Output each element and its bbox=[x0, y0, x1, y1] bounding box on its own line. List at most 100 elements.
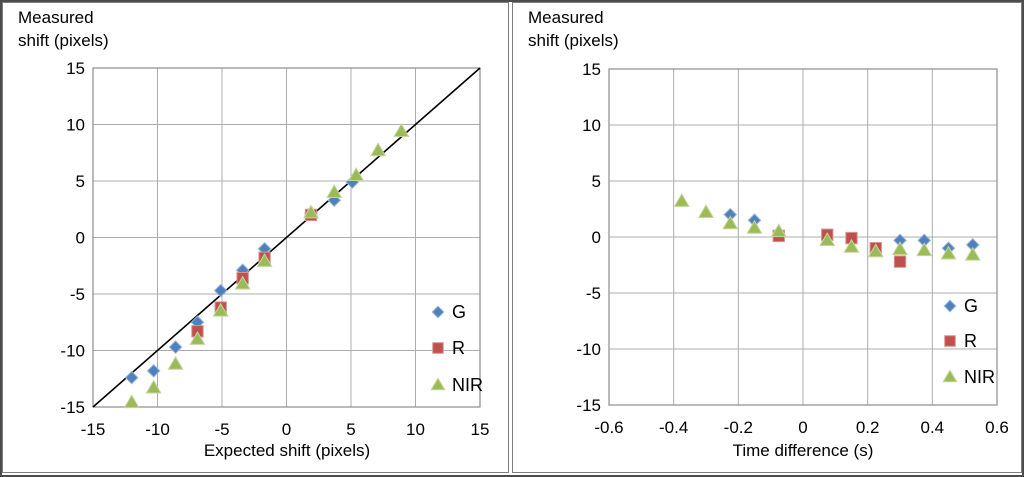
legend-item-G: G bbox=[431, 302, 466, 322]
NIR-marker bbox=[697, 204, 715, 219]
y-tick-label: 15 bbox=[582, 60, 601, 79]
x-tick-label: 0.6 bbox=[985, 418, 1009, 437]
G-legend-marker-icon bbox=[943, 299, 957, 313]
legend: GR NIR bbox=[942, 296, 995, 387]
left-chart-y-axis-title-line1: Measured bbox=[18, 8, 94, 27]
x-tick-label: 15 bbox=[471, 420, 490, 439]
x-tick-label: -0.6 bbox=[594, 418, 623, 437]
x-tick-label: -0.4 bbox=[659, 418, 688, 437]
legend-item-NIR: NIR bbox=[430, 375, 483, 395]
series-NIR-markers bbox=[673, 192, 981, 261]
right-chart-y-axis-title-line1: Measured bbox=[528, 8, 604, 27]
legend-label: G bbox=[452, 302, 466, 322]
right-chart-y-axis-title: Measured shift (pixels) bbox=[528, 6, 619, 52]
G-marker bbox=[213, 283, 228, 298]
NIR-marker bbox=[234, 275, 251, 290]
NIR-legend-marker-icon bbox=[942, 369, 958, 383]
NIR-marker bbox=[819, 232, 836, 247]
legend-label: NIR bbox=[964, 367, 995, 387]
plot-border bbox=[608, 68, 998, 406]
right-chart-x-axis-title: Time difference (s) bbox=[732, 441, 874, 460]
R-marker bbox=[893, 255, 907, 268]
left-chart-canvas: -15 -10 -5 0 5 10 15 15 10 5 0 -5 -10 -15 GR NIR bbox=[60, 59, 490, 439]
legend-label: R bbox=[964, 331, 977, 351]
y-tick-labels: 15 10 5 0 -5 -10 -15 bbox=[60, 59, 85, 417]
x-tick-label: 5 bbox=[346, 420, 355, 439]
x-tick-label: 0.2 bbox=[856, 418, 880, 437]
legend-item-R: R bbox=[944, 331, 977, 351]
y-tick-label: 5 bbox=[76, 172, 85, 191]
x-tick-label: -5 bbox=[214, 420, 229, 439]
legend: GR NIR bbox=[430, 302, 483, 395]
NIR-marker bbox=[189, 331, 206, 345]
x-tick-label: -0.2 bbox=[724, 418, 753, 437]
plot-border bbox=[92, 67, 481, 408]
NIR-marker bbox=[891, 241, 909, 256]
NIR-marker bbox=[722, 215, 739, 230]
NIR-marker bbox=[393, 123, 410, 137]
NIR-marker bbox=[940, 245, 957, 260]
series-NIR-markers bbox=[123, 123, 410, 409]
NIR-marker bbox=[964, 246, 981, 261]
gridlines bbox=[608, 68, 998, 406]
G-legend-marker-icon bbox=[431, 305, 445, 319]
legend-label: R bbox=[452, 338, 465, 358]
legend-label: NIR bbox=[452, 375, 483, 395]
x-tick-label: 0 bbox=[798, 418, 807, 437]
NIR-marker bbox=[348, 167, 365, 182]
right-chart-canvas: -0.6 -0.4 -0.2 0 0.2 0.4 0.6 15 10 5 0 -5 -10 -15 GR NI… bbox=[576, 60, 1008, 437]
R-legend-marker-icon bbox=[944, 335, 956, 347]
y-tick-label: -15 bbox=[60, 398, 85, 417]
x-tick-label: 0.4 bbox=[921, 418, 945, 437]
NIR-marker bbox=[673, 192, 690, 207]
identity-line bbox=[92, 67, 481, 408]
y-tick-label: -10 bbox=[576, 340, 601, 359]
legend-label: G bbox=[964, 296, 978, 316]
y-tick-label: 10 bbox=[66, 116, 85, 135]
x-tick-labels: -0.6 -0.4 -0.2 0 0.2 0.4 0.6 bbox=[594, 418, 1008, 437]
legend-item-NIR: NIR bbox=[942, 367, 995, 387]
NIR-marker bbox=[370, 142, 387, 157]
y-tick-label: 10 bbox=[582, 116, 601, 135]
R-legend-marker-icon bbox=[432, 342, 444, 354]
NIR-marker bbox=[770, 223, 787, 238]
NIR-legend-marker-icon bbox=[430, 377, 446, 391]
y-tick-label: -5 bbox=[70, 285, 85, 304]
NIR-marker bbox=[916, 242, 933, 257]
x-tick-label: -10 bbox=[145, 420, 170, 439]
y-tick-label: 15 bbox=[66, 59, 85, 78]
y-tick-label: 0 bbox=[592, 228, 601, 247]
series-R-markers bbox=[772, 228, 907, 268]
y-tick-label: -15 bbox=[576, 396, 601, 415]
y-tick-label: -5 bbox=[586, 284, 601, 303]
NIR-marker bbox=[167, 355, 184, 370]
NIR-marker bbox=[145, 379, 162, 394]
legend-item-R: R bbox=[432, 338, 465, 358]
NIR-marker bbox=[326, 184, 343, 198]
left-chart-y-axis-title-line2: shift (pixels) bbox=[18, 31, 109, 50]
x-tick-labels: -15 -10 -5 0 5 10 15 bbox=[81, 420, 490, 439]
G-marker bbox=[146, 363, 161, 378]
y-tick-label: 0 bbox=[76, 229, 85, 248]
y-tick-label: -10 bbox=[60, 342, 85, 361]
NIR-marker bbox=[867, 243, 884, 258]
left-chart-x-axis-title: Expected shift (pixels) bbox=[203, 441, 371, 460]
y-tick-labels: 15 10 5 0 -5 -10 -15 bbox=[576, 60, 601, 415]
x-tick-label: 10 bbox=[406, 420, 425, 439]
left-chart-y-axis-title: Measured shift (pixels) bbox=[18, 6, 109, 52]
NIR-marker bbox=[212, 302, 229, 317]
x-tick-label: 0 bbox=[282, 420, 291, 439]
NIR-marker bbox=[302, 204, 320, 219]
left-chart-panel: Measured shift (pixels) -15 -10 -5 0 5 10 15 15… bbox=[2, 2, 509, 473]
right-chart-panel: Measured shift (pixels) -0.6 -0.4 -0.2 0 0.2… bbox=[512, 2, 1022, 473]
legend-item-G: G bbox=[943, 296, 978, 316]
x-tick-label: -15 bbox=[81, 420, 106, 439]
NIR-marker bbox=[746, 219, 763, 234]
right-chart-y-axis-title-line2: shift (pixels) bbox=[528, 31, 619, 50]
NIR-marker bbox=[843, 238, 860, 253]
NIR-marker bbox=[123, 394, 140, 409]
G-marker bbox=[124, 370, 139, 385]
NIR-marker bbox=[256, 253, 273, 267]
G-marker bbox=[168, 340, 183, 355]
